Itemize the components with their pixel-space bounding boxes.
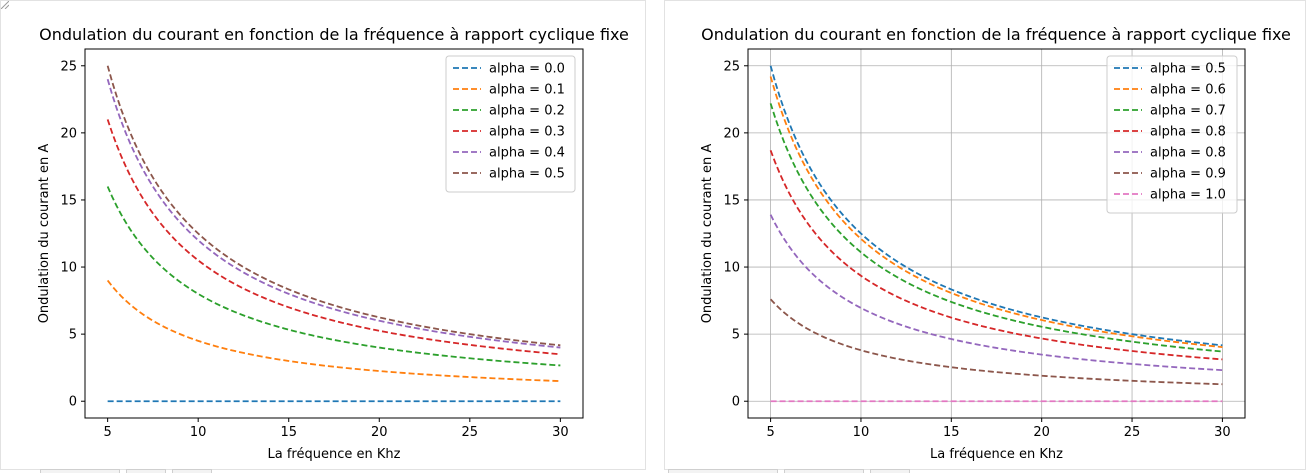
plot-frame bbox=[84, 48, 584, 419]
legend-label: alpha = 0.8 bbox=[1150, 125, 1226, 140]
tab-stub[interactable] bbox=[126, 469, 166, 473]
chart-title: Ondulation du courant en fonction de la … bbox=[39, 25, 629, 44]
tab-stub[interactable] bbox=[172, 469, 212, 473]
x-tick-label: 25 bbox=[1124, 425, 1141, 440]
x-axis-label: La fréquence en Khz bbox=[930, 447, 1063, 462]
y-tick-label: 0 bbox=[69, 395, 77, 410]
legend-label: alpha = 0.6 bbox=[1150, 83, 1226, 98]
series-line bbox=[106, 279, 561, 382]
x-tick-label: 5 bbox=[103, 425, 111, 440]
legend: alpha = 0.5 alpha = 0.6 alpha = 0.7 alpha =… bbox=[1106, 55, 1238, 214]
x-tick-label: 30 bbox=[552, 425, 569, 440]
tab-stub[interactable] bbox=[870, 469, 910, 473]
legend-label: alpha = 0.0 bbox=[489, 62, 565, 77]
legend-label: alpha = 0.9 bbox=[1150, 167, 1226, 182]
tab-stub[interactable] bbox=[40, 469, 120, 473]
y-tick-label: 5 bbox=[732, 328, 740, 343]
bottom-tab-strip-left bbox=[0, 469, 250, 473]
y-tick-label: 0 bbox=[732, 395, 740, 410]
legend-label: alpha = 0.7 bbox=[1150, 104, 1226, 119]
x-tick-label: 10 bbox=[190, 425, 207, 440]
y-tick-label: 20 bbox=[723, 126, 740, 141]
legend-label: alpha = 0.1 bbox=[489, 83, 565, 98]
legend-label: alpha = 0.4 bbox=[489, 146, 565, 161]
y-tick-label: 15 bbox=[60, 193, 77, 208]
legend: alpha = 0.0 alpha = 0.1 alpha = 0.2 alpha =… bbox=[445, 55, 576, 193]
series-line bbox=[769, 65, 1223, 347]
y-axis-label: Ondulation du courant en A bbox=[700, 144, 715, 324]
series-line bbox=[106, 186, 561, 367]
y-tick-label: 25 bbox=[60, 59, 77, 74]
legend-label: alpha = 1.0 bbox=[1150, 188, 1226, 203]
plot-frame bbox=[747, 48, 1246, 419]
x-tick-label: 15 bbox=[943, 425, 960, 440]
x-tick-label: 25 bbox=[462, 425, 479, 440]
legend-box bbox=[445, 55, 576, 193]
tab-stub[interactable] bbox=[668, 469, 778, 473]
x-tick-label: 10 bbox=[853, 425, 870, 440]
series-line bbox=[769, 76, 1223, 349]
legend-label: alpha = 0.5 bbox=[489, 167, 565, 182]
y-tick-label: 25 bbox=[723, 59, 740, 74]
y-tick-label: 20 bbox=[60, 126, 77, 141]
x-tick-label: 20 bbox=[1033, 425, 1050, 440]
legend-label: alpha = 0.3 bbox=[489, 125, 565, 140]
x-axis-label: La fréquence en Khz bbox=[268, 447, 401, 462]
series-line bbox=[769, 103, 1223, 353]
chart-left: Ondulation du courant en fonction de la … bbox=[37, 25, 629, 462]
legend-label: alpha = 0.8 bbox=[1150, 146, 1226, 161]
bottom-tab-strip-right bbox=[664, 469, 914, 473]
chart-right: Ondulation du courant en fonction de la … bbox=[700, 25, 1291, 462]
chart-title: Ondulation du courant en fonction de la … bbox=[701, 25, 1291, 44]
series-line bbox=[106, 65, 561, 347]
legend-label: alpha = 0.5 bbox=[1150, 62, 1226, 77]
y-tick-label: 10 bbox=[723, 261, 740, 276]
chart-panel-left: Ondulation du courant en fonction de la … bbox=[0, 0, 646, 470]
x-tick-label: 5 bbox=[766, 425, 774, 440]
series-line bbox=[106, 78, 561, 349]
tab-stub[interactable] bbox=[784, 469, 864, 473]
y-tick-label: 15 bbox=[723, 193, 740, 208]
y-tick-label: 5 bbox=[69, 328, 77, 343]
x-tick-label: 15 bbox=[280, 425, 297, 440]
series-line bbox=[106, 119, 561, 356]
y-tick-label: 10 bbox=[60, 261, 77, 276]
series-line bbox=[769, 298, 1223, 386]
y-axis-label: Ondulation du courant en A bbox=[37, 144, 52, 324]
x-tick-label: 20 bbox=[371, 425, 388, 440]
legend-label: alpha = 0.2 bbox=[489, 104, 565, 119]
legend-box bbox=[1106, 55, 1238, 214]
x-tick-label: 30 bbox=[1214, 425, 1231, 440]
series-line bbox=[769, 214, 1223, 372]
resize-handle-icon[interactable] bbox=[1, 1, 9, 9]
series-line bbox=[769, 149, 1223, 361]
chart-panel-right: Ondulation du courant en fonction de la … bbox=[664, 0, 1306, 470]
